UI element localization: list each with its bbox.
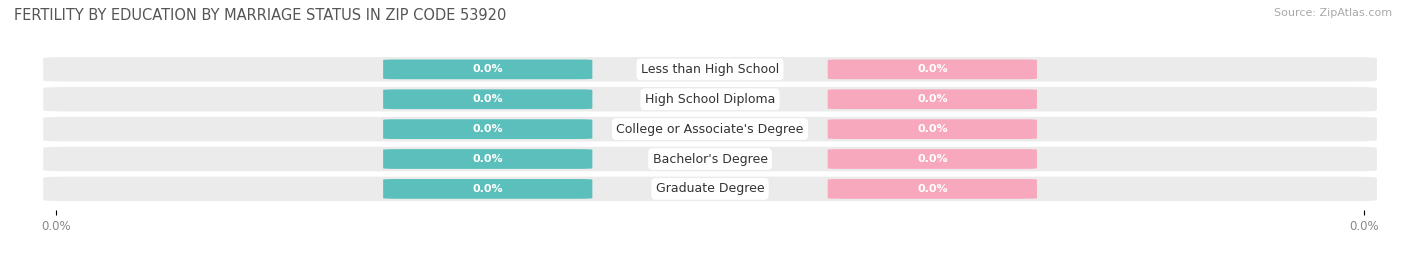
FancyBboxPatch shape bbox=[44, 117, 1376, 141]
FancyBboxPatch shape bbox=[44, 87, 1376, 111]
Text: 0.0%: 0.0% bbox=[917, 124, 948, 134]
FancyBboxPatch shape bbox=[828, 89, 1038, 109]
FancyBboxPatch shape bbox=[382, 89, 592, 109]
Text: College or Associate's Degree: College or Associate's Degree bbox=[616, 123, 804, 136]
FancyBboxPatch shape bbox=[382, 59, 592, 79]
Text: Source: ZipAtlas.com: Source: ZipAtlas.com bbox=[1274, 8, 1392, 18]
Text: 0.0%: 0.0% bbox=[472, 94, 503, 104]
FancyBboxPatch shape bbox=[828, 149, 1038, 169]
Text: 0.0%: 0.0% bbox=[917, 94, 948, 104]
Text: High School Diploma: High School Diploma bbox=[645, 93, 775, 106]
Text: 0.0%: 0.0% bbox=[917, 154, 948, 164]
Legend: Married, Unmarried: Married, Unmarried bbox=[627, 264, 793, 269]
Text: Graduate Degree: Graduate Degree bbox=[655, 182, 765, 195]
FancyBboxPatch shape bbox=[382, 179, 592, 199]
Text: FERTILITY BY EDUCATION BY MARRIAGE STATUS IN ZIP CODE 53920: FERTILITY BY EDUCATION BY MARRIAGE STATU… bbox=[14, 8, 506, 23]
FancyBboxPatch shape bbox=[382, 119, 592, 139]
FancyBboxPatch shape bbox=[44, 147, 1376, 171]
Text: Bachelor's Degree: Bachelor's Degree bbox=[652, 153, 768, 165]
FancyBboxPatch shape bbox=[44, 57, 1376, 82]
Text: 0.0%: 0.0% bbox=[472, 184, 503, 194]
FancyBboxPatch shape bbox=[382, 149, 592, 169]
Text: 0.0%: 0.0% bbox=[472, 154, 503, 164]
FancyBboxPatch shape bbox=[828, 59, 1038, 79]
FancyBboxPatch shape bbox=[828, 179, 1038, 199]
Text: Less than High School: Less than High School bbox=[641, 63, 779, 76]
Text: 0.0%: 0.0% bbox=[472, 64, 503, 74]
Text: 0.0%: 0.0% bbox=[472, 124, 503, 134]
FancyBboxPatch shape bbox=[44, 177, 1376, 201]
Text: 0.0%: 0.0% bbox=[917, 184, 948, 194]
Text: 0.0%: 0.0% bbox=[917, 64, 948, 74]
FancyBboxPatch shape bbox=[828, 119, 1038, 139]
